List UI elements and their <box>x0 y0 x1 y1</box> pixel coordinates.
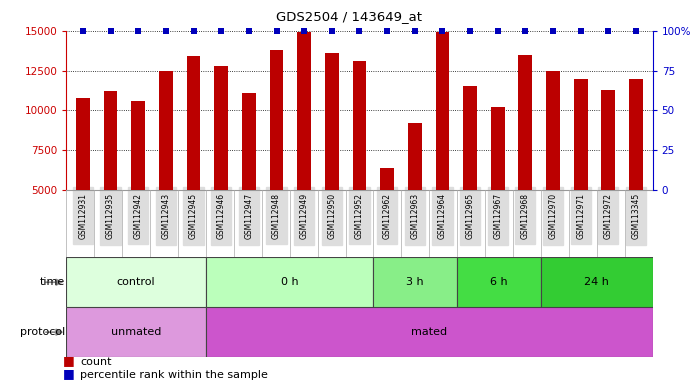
Bar <box>186 56 200 270</box>
Bar <box>629 79 643 270</box>
Bar <box>436 31 450 270</box>
Bar <box>103 91 117 270</box>
Bar <box>352 61 366 270</box>
Bar <box>463 86 477 270</box>
Bar <box>206 257 373 307</box>
Text: percentile rank within the sample: percentile rank within the sample <box>80 370 268 380</box>
Bar <box>574 79 588 270</box>
Bar <box>408 123 422 270</box>
Text: ■: ■ <box>63 367 75 380</box>
Bar <box>491 107 505 270</box>
Bar <box>159 71 173 270</box>
Text: GDS2504 / 143649_at: GDS2504 / 143649_at <box>276 10 422 23</box>
Bar <box>206 307 653 357</box>
Text: 6 h: 6 h <box>490 277 508 287</box>
Text: 0 h: 0 h <box>281 277 299 287</box>
Bar <box>214 66 228 270</box>
Bar <box>66 307 206 357</box>
Bar <box>325 53 339 270</box>
Text: 24 h: 24 h <box>584 277 609 287</box>
Bar <box>297 31 311 270</box>
Text: time: time <box>40 277 65 287</box>
Bar <box>76 98 90 270</box>
Text: control: control <box>117 277 156 287</box>
Text: 3 h: 3 h <box>406 277 424 287</box>
Bar <box>269 50 283 270</box>
Bar <box>242 93 255 270</box>
Bar <box>602 90 616 270</box>
Text: ■: ■ <box>63 354 75 367</box>
Text: mated: mated <box>411 327 447 337</box>
Bar <box>66 257 206 307</box>
Bar <box>541 257 653 307</box>
Bar <box>373 257 457 307</box>
Text: unmated: unmated <box>111 327 161 337</box>
Bar <box>546 71 560 270</box>
Bar <box>519 55 533 270</box>
Bar <box>131 101 145 270</box>
Text: protocol: protocol <box>20 327 65 337</box>
Bar <box>457 257 541 307</box>
Text: count: count <box>80 357 112 367</box>
Bar <box>380 168 394 270</box>
